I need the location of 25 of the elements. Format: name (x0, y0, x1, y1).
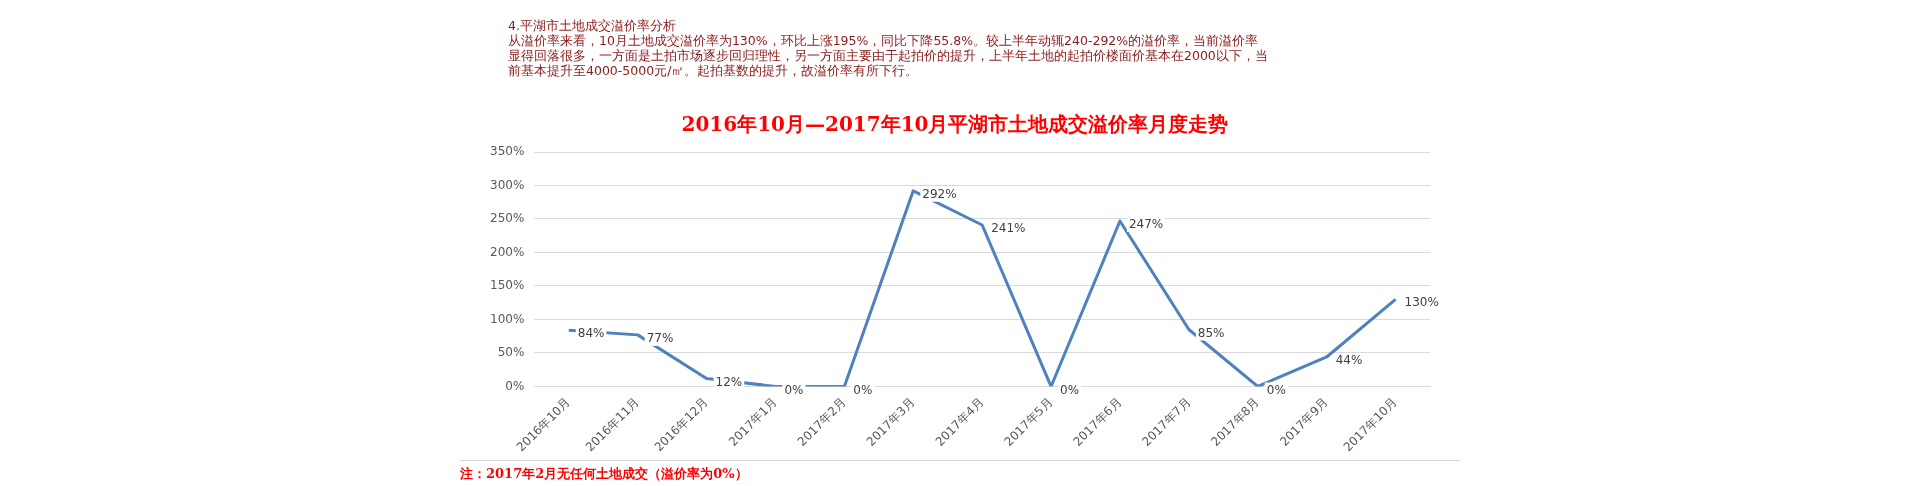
data-label: 0% (1266, 382, 1286, 397)
y-tick-label: 200% (489, 244, 525, 259)
data-label: 130% (1404, 295, 1439, 310)
data-label: 0% (1060, 382, 1080, 397)
data-label: 44% (1335, 353, 1363, 368)
text: 4.平湖市土地成交溢价率分析 (508, 18, 677, 33)
y-tick-label: 50% (497, 345, 525, 360)
data-label: 12% (715, 374, 743, 389)
y-tick-label: 100% (489, 311, 525, 326)
text: 从溢价率来看，10月土地成交溢价率为130%，环比上涨195%，同比下降55.8%。较上半年动辄240-292%的溢价率，当前溢价率显得回落很多，一方面是土拍市场逐步回归理性，另一方面主要由于起拍价的提升，上半年土地的起拍价楼面价基本在2000以下，当前基本提升至4000-5000元/㎡。起拍基数的提升，故溢价率有所下行。 (508, 33, 1268, 78)
y-tick-label: 300% (489, 177, 525, 192)
data-label: 77% (646, 331, 674, 345)
data-label: 85% (1197, 325, 1225, 340)
data-label: 84% (577, 326, 605, 341)
y-tick-label: 0% (505, 378, 525, 393)
y-tick-label: 250% (489, 211, 525, 226)
data-label: 0% (853, 382, 873, 397)
data-label: 292% (922, 186, 957, 201)
text: 注：2017年2月无任何土地成交（溢价率为0%） (460, 465, 748, 483)
data-label: 247% (1128, 217, 1164, 232)
data-label: 241% (991, 221, 1026, 236)
chart-title: 2016年10月—2017年10月平湖市土地成交溢价率月度走势 (681, 112, 1229, 137)
y-tick-label: 150% (489, 278, 525, 293)
y-tick-label: 350% (489, 144, 525, 159)
data-label: 0% (784, 382, 804, 397)
